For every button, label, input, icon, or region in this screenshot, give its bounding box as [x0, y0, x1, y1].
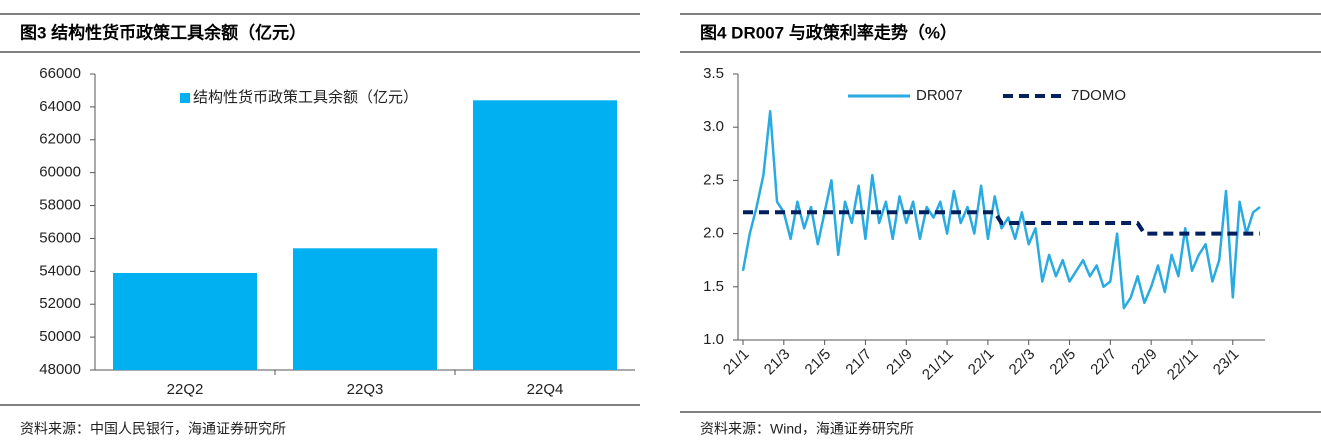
- x-tick-label: 22Q3: [347, 381, 384, 398]
- x-tick-label: 21/5: [802, 346, 835, 379]
- y-tick-label: 58000: [39, 197, 81, 214]
- x-tick-label: 22/9: [1128, 346, 1161, 379]
- legend-label: DR007: [916, 87, 963, 104]
- x-tick-label: 22/11: [1164, 346, 1202, 384]
- y-tick-label: 54000: [39, 262, 81, 279]
- y-tick-label: 2.5: [703, 171, 724, 188]
- y-tick-label: 56000: [39, 229, 81, 246]
- series-line: [743, 210, 1260, 236]
- x-tick-label: 21/7: [842, 346, 875, 379]
- source-note: 资料来源：Wind，海通证券研究所: [700, 421, 914, 437]
- y-tick-label: 64000: [39, 98, 81, 115]
- x-tick-label: 21/9: [883, 346, 916, 379]
- y-tick-label: 1.5: [703, 278, 724, 295]
- x-tick-label: 22/5: [1046, 346, 1079, 379]
- legend-swatch: [180, 93, 190, 103]
- x-tick-label: 22/1: [965, 346, 998, 379]
- x-tick-label: 22/7: [1087, 346, 1120, 379]
- bar: [473, 100, 617, 371]
- y-tick-label: 3.5: [703, 65, 724, 82]
- y-tick-label: 3.0: [703, 118, 724, 135]
- chart-panel: 图3 结构性货币政策工具余额（亿元） 资料来源：中国人民银行，海通证券研究所 480…: [0, 13, 640, 437]
- legend-label: 7DOMO: [1071, 87, 1126, 104]
- chart-title: 图4 DR007 与政策利率走势（%）: [700, 22, 957, 42]
- x-tick-label: 21/11: [919, 346, 957, 384]
- chart-title: 图3 结构性货币政策工具余额（亿元）: [20, 22, 306, 42]
- bar: [113, 272, 257, 370]
- x-tick-label: 21/3: [761, 346, 794, 379]
- y-tick-label: 1.0: [703, 331, 724, 348]
- chart-panel: 图4 DR007 与政策利率走势（%） 资料来源：Wind，海通证券研究所 1.0 1…: [680, 13, 1321, 437]
- y-tick-label: 2.0: [703, 225, 724, 242]
- x-tick-label: 22Q2: [167, 381, 204, 398]
- x-tick-label: 21/1: [720, 346, 753, 379]
- legend-label: 结构性货币政策工具余额（亿元）: [193, 88, 418, 106]
- y-tick-label: 50000: [39, 328, 81, 345]
- x-tick-label: 22Q4: [527, 381, 564, 398]
- bar: [293, 248, 437, 370]
- y-tick-label: 48000: [39, 361, 81, 378]
- y-tick-label: 60000: [39, 164, 81, 181]
- y-tick-label: 52000: [39, 295, 81, 312]
- y-tick-label: 62000: [39, 131, 81, 148]
- source-note: 资料来源：中国人民银行，海通证券研究所: [20, 421, 286, 437]
- x-tick-label: 23/1: [1210, 346, 1243, 379]
- series-line: [741, 109, 1261, 310]
- y-tick-label: 66000: [39, 65, 81, 82]
- x-tick-label: 22/3: [1006, 346, 1039, 379]
